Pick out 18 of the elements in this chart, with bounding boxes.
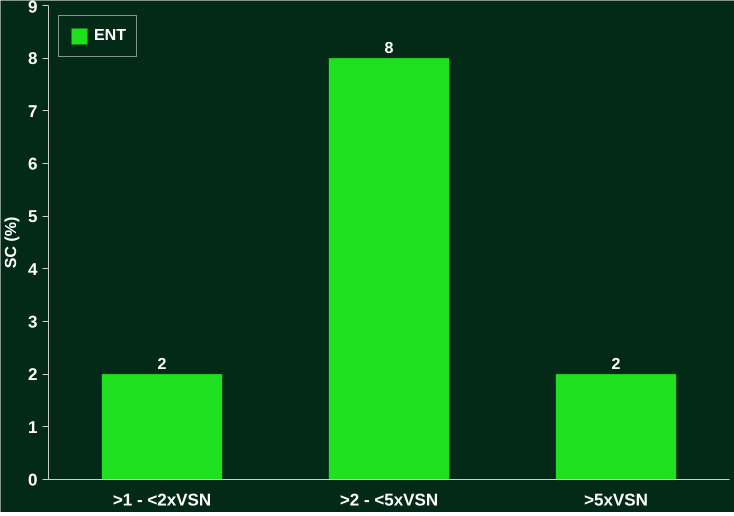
y-axis-title: SC (%) [3, 216, 20, 268]
y-tick-label: 7 [28, 102, 38, 121]
data-label: 2 [158, 356, 167, 374]
y-tick-label: 3 [28, 312, 38, 332]
x-tick-label: >1 - <2xVSN [112, 490, 212, 510]
y-tick-label: 2 [28, 365, 38, 384]
x-tick-label: >2 - <5xVSN [340, 490, 438, 510]
x-tick-label: >5xVSN [584, 490, 648, 510]
y-tick-label: 5 [28, 207, 38, 226]
y-tick-label: 0 [28, 470, 38, 490]
y-tick-label: 9 [28, 0, 38, 16]
y-tick-label: 4 [28, 260, 38, 279]
data-label: 2 [612, 356, 621, 374]
y-tick-label: 8 [28, 49, 38, 68]
y-tick-label: 1 [28, 418, 38, 437]
y-tick-label: 6 [28, 154, 38, 174]
legend-label: ENT [94, 27, 126, 45]
data-label: 8 [384, 40, 394, 58]
